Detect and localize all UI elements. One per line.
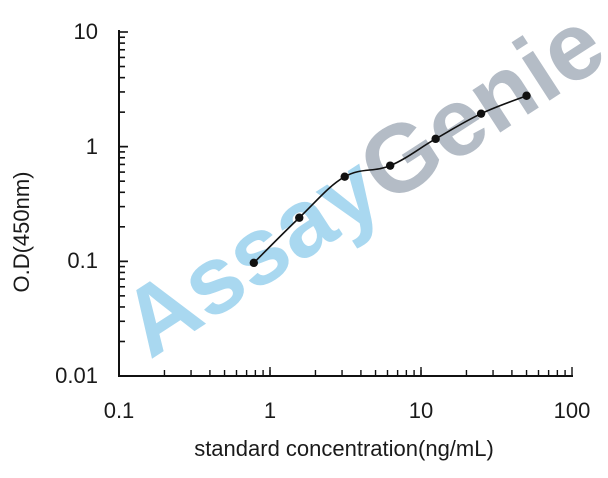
y-tick-label: 0.1 — [67, 248, 98, 274]
x-tick-label: 100 — [553, 398, 591, 423]
y-tick-label: 10 — [73, 19, 98, 44]
x-tick-label: 0.1 — [103, 398, 135, 423]
data-point-marker — [431, 134, 440, 144]
y-tick-label: 1 — [85, 133, 98, 159]
data-point-marker — [295, 213, 304, 222]
data-series — [249, 91, 531, 268]
x-axis-label: standard concentration(ng/mL) — [194, 436, 494, 461]
y-tick-label: 0.01 — [55, 363, 98, 388]
watermark-genie: Genie — [340, 0, 608, 224]
data-point-marker — [522, 91, 531, 100]
data-point-marker — [249, 258, 259, 268]
x-tick-label: 10 — [408, 398, 434, 423]
axes — [118, 30, 573, 377]
data-point-marker — [340, 172, 349, 181]
x-tick-label: 1 — [263, 398, 277, 423]
watermark: Assay Genie — [103, 0, 608, 378]
data-point-marker — [476, 109, 486, 118]
watermark-assay: Assay — [103, 134, 399, 378]
y-axis-label: O.D(450nm) — [9, 171, 34, 293]
data-point-marker — [385, 161, 395, 170]
